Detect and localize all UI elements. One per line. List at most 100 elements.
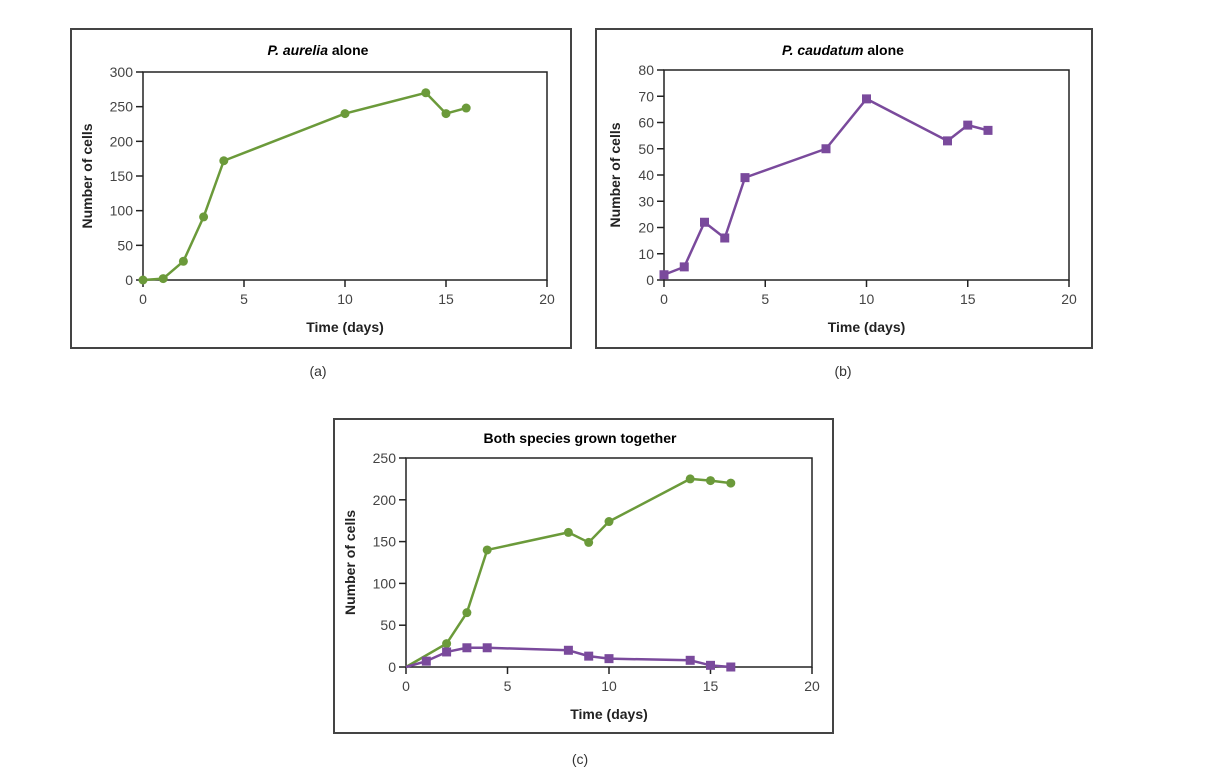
series-line-0 — [663, 97, 989, 276]
data-point — [659, 270, 669, 280]
data-point — [604, 654, 614, 664]
chart-title-text: alone — [328, 42, 369, 58]
data-point — [726, 478, 736, 488]
y-tick-label: 0 — [388, 659, 396, 675]
data-point — [219, 156, 229, 166]
chart-title-italic: P. aurelia — [268, 42, 329, 58]
x-tick-label: 10 — [859, 291, 875, 307]
data-point — [706, 660, 715, 670]
caption-b: (b) — [834, 363, 852, 379]
data-point — [685, 655, 695, 665]
chart-title: Both species grown together — [484, 430, 677, 446]
y-tick-label: 60 — [638, 115, 654, 131]
data-point — [700, 217, 709, 227]
data-point — [584, 651, 594, 661]
y-tick-label: 20 — [638, 220, 654, 236]
y-axis-label: Number of cells — [79, 123, 95, 228]
chart-1: P. caudatum alone 0 5 10 15 20 0 10 20 30 40 50 60 70… — [607, 42, 1077, 335]
data-point — [563, 527, 573, 537]
data-point — [482, 643, 492, 653]
x-tick-label: 20 — [1061, 291, 1077, 307]
y-tick-label: 30 — [638, 193, 654, 209]
y-tick-label: 150 — [110, 168, 134, 184]
data-point — [158, 274, 168, 284]
y-tick-label: 40 — [638, 167, 654, 183]
plot-frame — [405, 457, 813, 668]
data-point — [943, 136, 952, 146]
y-tick-label: 200 — [373, 492, 397, 508]
plot-frame — [142, 71, 548, 281]
y-tick-label: 100 — [110, 203, 134, 219]
data-point — [983, 125, 993, 135]
x-axis-label: Time (days) — [306, 319, 384, 335]
y-tick-label: 10 — [638, 246, 654, 262]
y-tick-label: 50 — [638, 141, 654, 157]
y-tick-label: 50 — [117, 237, 133, 253]
y-tick-label: 70 — [638, 88, 654, 104]
caption-c: (c) — [571, 751, 589, 767]
y-tick-label: 0 — [125, 272, 133, 288]
x-tick-label: 0 — [139, 291, 147, 307]
data-point — [685, 474, 695, 484]
x-tick-label: 20 — [539, 291, 555, 307]
y-tick-label: 300 — [110, 64, 134, 80]
x-tick-label: 15 — [703, 678, 719, 694]
data-point — [563, 645, 573, 655]
x-tick-label: 5 — [761, 291, 769, 307]
data-point — [726, 662, 736, 672]
data-point — [442, 639, 452, 649]
x-tick-label: 5 — [504, 678, 512, 694]
data-point — [740, 173, 750, 183]
x-tick-label: 10 — [337, 291, 353, 307]
data-point — [482, 545, 492, 555]
y-tick-label: 100 — [373, 575, 397, 591]
y-tick-label: 0 — [646, 272, 654, 288]
x-axis-label: Time (days) — [570, 706, 648, 722]
data-point — [199, 212, 209, 222]
data-point — [821, 144, 831, 154]
x-tick-label: 5 — [240, 291, 248, 307]
data-point — [584, 537, 594, 547]
x-tick-label: 0 — [402, 678, 410, 694]
data-point — [178, 256, 188, 266]
data-point — [441, 109, 451, 119]
y-tick-label: 150 — [373, 534, 397, 550]
chart-title: P. caudatum alone — [782, 42, 904, 58]
data-point — [862, 94, 871, 104]
data-point — [442, 647, 452, 657]
data-point — [462, 643, 472, 653]
data-point — [421, 88, 431, 98]
y-tick-label: 250 — [110, 99, 134, 115]
x-tick-label: 10 — [601, 678, 617, 694]
y-axis-label: Number of cells — [607, 122, 623, 227]
y-tick-label: 80 — [638, 62, 654, 78]
x-tick-label: 0 — [660, 291, 668, 307]
x-tick-label: 20 — [804, 678, 820, 694]
data-point — [720, 233, 730, 243]
panel-c — [333, 418, 834, 734]
x-tick-label: 15 — [960, 291, 976, 307]
data-point — [604, 517, 614, 527]
y-tick-label: 50 — [380, 617, 396, 633]
x-axis-label: Time (days) — [828, 319, 906, 335]
data-point — [421, 656, 431, 666]
panel-b — [595, 28, 1093, 349]
chart-title-text: alone — [863, 42, 904, 58]
y-tick-label: 200 — [110, 133, 134, 149]
chart-title-text: Both species grown together — [484, 430, 677, 446]
data-point — [138, 275, 148, 285]
x-tick-label: 15 — [438, 291, 454, 307]
series-line-0 — [142, 91, 467, 282]
caption-a: (a) — [309, 363, 327, 379]
y-axis-label: Number of cells — [342, 510, 358, 615]
data-point — [963, 120, 973, 130]
data-point — [340, 109, 350, 119]
data-point — [462, 608, 472, 618]
data-point — [679, 262, 689, 272]
series-line-0 — [405, 477, 731, 669]
data-point — [706, 476, 715, 486]
data-point — [461, 103, 471, 113]
